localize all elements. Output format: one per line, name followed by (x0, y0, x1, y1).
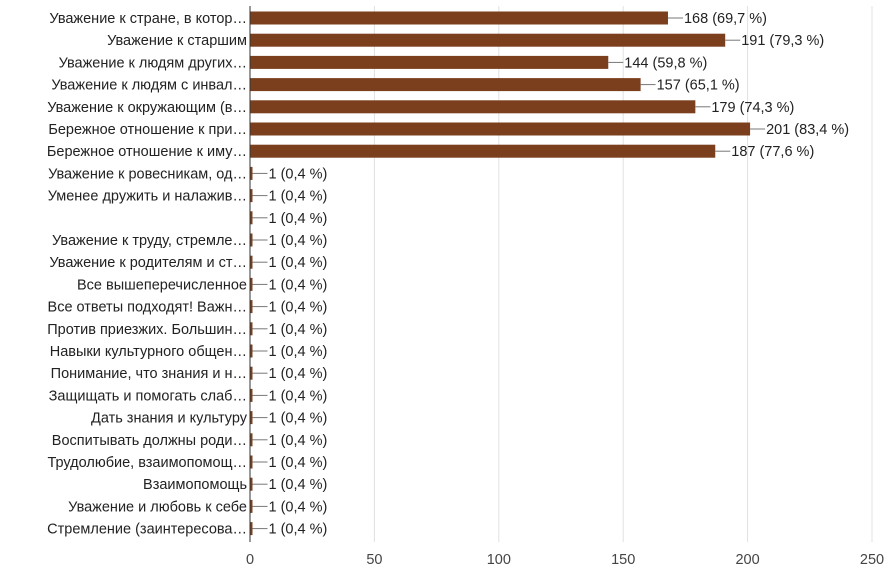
bar (250, 55, 609, 69)
value-label: 1 (0,4 %) (268, 477, 327, 493)
bar (250, 411, 253, 425)
bar (250, 433, 253, 447)
category-label: Уважение к ровесникам, од… (48, 166, 247, 182)
category-label: Бережное отношение к при… (48, 122, 247, 138)
value-label: 1 (0,4 %) (268, 277, 327, 293)
category-label: Уважение к людям других… (59, 55, 247, 71)
bar (250, 189, 253, 203)
labels: 0 50 100 150 200 250 168 (69,7 %) Уважение к ст… (47, 11, 884, 568)
value-label: 1 (0,4 %) (268, 455, 327, 471)
value-label: 187 (77,6 %) (731, 144, 814, 160)
bar (250, 122, 751, 136)
bar (250, 11, 668, 25)
x-tick-label: 0 (246, 552, 254, 568)
bar (250, 388, 253, 402)
bar (250, 78, 641, 92)
value-label: 1 (0,4 %) (268, 255, 327, 271)
category-label: Трудолюбие, взаимопомощ… (47, 455, 247, 471)
category-label: Все ответы подходят! Важн… (48, 300, 247, 316)
category-label: Уважение к старшим (107, 33, 247, 49)
x-tick-label: 150 (611, 552, 635, 568)
category-label: Бережное отношение к иму… (47, 144, 247, 160)
category-label: Дать знания и культуру (91, 411, 248, 427)
bar (250, 455, 253, 469)
category-label: Воспитывать должны роди… (52, 433, 247, 449)
category-label: Уважение к труду, стремле… (52, 233, 247, 249)
value-label: 1 (0,4 %) (268, 233, 327, 249)
bar (250, 322, 253, 336)
bar (250, 211, 253, 225)
value-label: 1 (0,4 %) (268, 300, 327, 316)
category-label: Понимание, что знания и н… (51, 366, 247, 382)
category-label: Уважение к людям с инвал… (51, 78, 247, 94)
value-label: 1 (0,4 %) (268, 211, 327, 227)
category-label: Против приезжих. Большин… (47, 322, 247, 338)
bar (250, 300, 253, 314)
value-label: 1 (0,4 %) (268, 522, 327, 538)
category-label: Взаимопомощь (143, 477, 247, 493)
category-label: Стремление (заинтересова… (47, 522, 247, 538)
category-label: Уважение к окружающим (в… (47, 100, 247, 116)
x-tick-label: 250 (860, 552, 884, 568)
gridlines (373, 6, 873, 542)
bars (250, 11, 751, 536)
category-label: Уменее дружить и налажив… (48, 189, 247, 205)
value-label: 1 (0,4 %) (268, 189, 327, 205)
value-label: 179 (74,3 %) (711, 100, 794, 116)
bar (250, 366, 253, 380)
value-label: 1 (0,4 %) (268, 499, 327, 515)
value-label: 1 (0,4 %) (268, 344, 327, 360)
bar (250, 499, 253, 513)
x-tick-label: 100 (487, 552, 511, 568)
value-label: 1 (0,4 %) (268, 366, 327, 382)
bar (250, 33, 726, 47)
bar (250, 233, 253, 247)
value-label: 1 (0,4 %) (268, 322, 327, 338)
category-label: Уважение и любовь к себе (68, 499, 247, 515)
bar (250, 255, 253, 269)
bar (250, 100, 696, 114)
value-label: 1 (0,4 %) (268, 411, 327, 427)
bar (250, 144, 716, 158)
bar (250, 522, 253, 536)
value-label: 1 (0,4 %) (268, 388, 327, 404)
x-tick-label: 200 (735, 552, 759, 568)
value-label: 1 (0,4 %) (268, 433, 327, 449)
category-label: Навыки культурного общен… (50, 344, 247, 360)
bar (250, 477, 253, 491)
value-label: 1 (0,4 %) (268, 166, 327, 182)
value-label: 144 (59,8 %) (624, 55, 707, 71)
x-tick-label: 50 (366, 552, 382, 568)
value-label: 191 (79,3 %) (741, 33, 824, 49)
bar (250, 166, 253, 180)
category-label: Уважение к родителям и ст… (49, 255, 247, 271)
value-label: 201 (83,4 %) (766, 122, 849, 138)
category-label: Все вышеперечисленное (77, 277, 247, 293)
category-label: Уважение к стране, в котор… (49, 11, 247, 27)
bar (250, 277, 253, 291)
value-label: 157 (65,1 %) (657, 78, 740, 94)
bar (250, 344, 253, 358)
category-label: Защищать и помогать слаб… (49, 388, 247, 404)
value-label: 168 (69,7 %) (684, 11, 767, 27)
